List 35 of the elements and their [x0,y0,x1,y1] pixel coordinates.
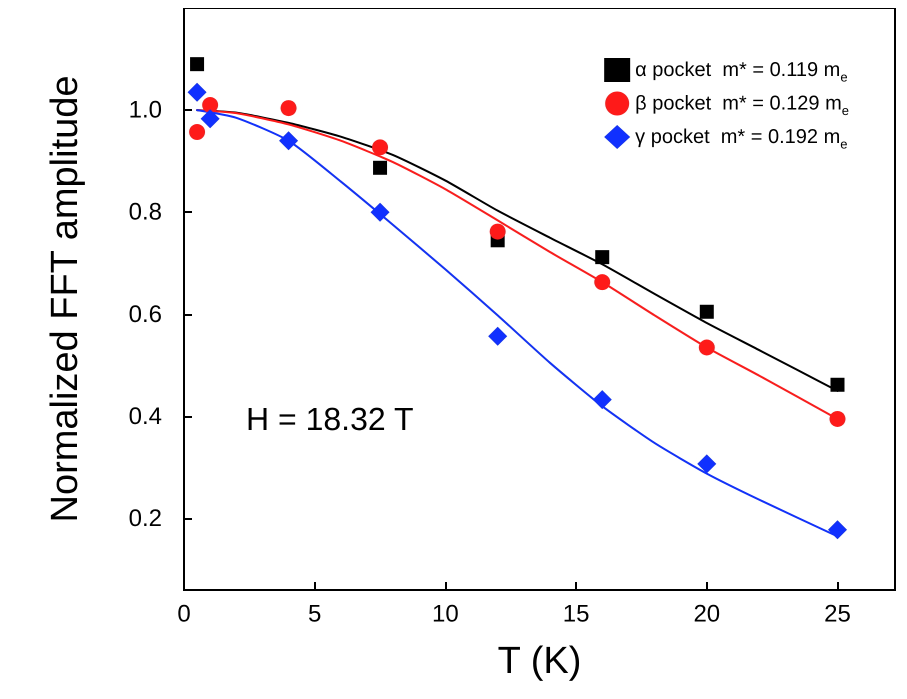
point [190,57,204,72]
point [488,326,508,346]
y-tick-label: 0.6 [128,300,162,328]
point [697,454,716,474]
x-tick-label: 15 [562,600,590,628]
point [202,97,218,113]
x-tick-label: 10 [432,600,459,628]
x-tick-label: 25 [824,600,851,628]
y-tick-label: 0.8 [128,198,162,226]
annotation: H = 18.32 T [246,401,414,437]
point [370,202,390,222]
point [830,410,846,427]
point [830,378,844,392]
point [189,124,206,140]
point [700,304,714,319]
y-tick-label: 0.4 [128,402,162,430]
point [279,131,298,150]
point [828,520,847,540]
point [595,250,610,264]
x-tick-label: 5 [308,600,322,628]
x-tick-label: 20 [693,600,720,628]
y-tick-label: 0.2 [128,505,162,532]
x-tick-label: 0 [177,600,191,628]
point [188,82,207,102]
y-axis-title: Normalized FFT amplitude [44,75,86,523]
point [373,160,388,175]
point [372,139,388,156]
point [490,224,506,240]
point [698,340,715,356]
point [592,390,612,410]
point [280,100,297,116]
y-tick-label: 1.0 [128,96,162,124]
x-axis-title: T (K) [498,640,582,682]
point [200,109,220,128]
point [594,274,610,290]
